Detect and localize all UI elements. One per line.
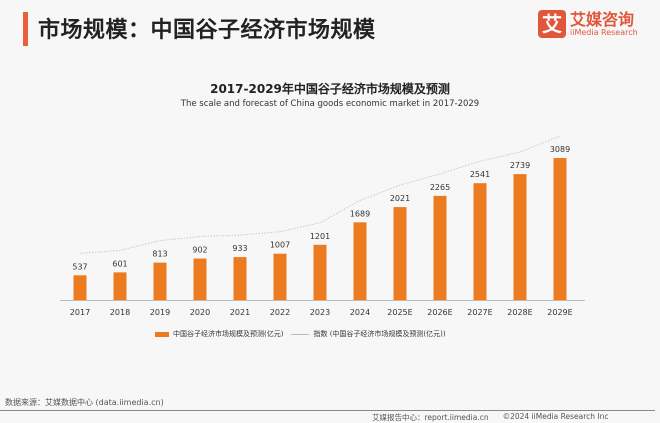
bar-2028E xyxy=(513,174,527,300)
data-label: 933 xyxy=(232,244,247,253)
title-accent-bar xyxy=(23,12,28,46)
bar-2021 xyxy=(233,257,247,300)
bar-2029E xyxy=(553,158,567,300)
x-tick-label: 2023 xyxy=(310,308,330,317)
bar-2025E xyxy=(393,207,407,300)
report-link[interactable]: 艾媒报告中心：report.iimedia.cn xyxy=(372,413,489,422)
x-tick-label: 2018 xyxy=(110,308,130,317)
data-label: 3089 xyxy=(550,145,570,154)
data-label: 2021 xyxy=(390,194,410,203)
footer-divider xyxy=(0,410,655,411)
x-tick-label: 2028E xyxy=(507,308,532,317)
x-tick-label: 2019 xyxy=(150,308,170,317)
data-label: 1689 xyxy=(350,209,370,218)
bar-2019 xyxy=(153,262,167,300)
bar-2017 xyxy=(73,275,87,300)
logo-icon: 艾 xyxy=(538,10,566,38)
data-label: 537 xyxy=(72,262,87,271)
x-tick-label: 2022 xyxy=(270,308,290,317)
x-tick-label: 2020 xyxy=(190,308,210,317)
chart-title: 2017-2029年中国谷子经济市场规模及预测 xyxy=(210,82,450,96)
x-tick-label: 2025E xyxy=(387,308,412,317)
x-tick-label: 2024 xyxy=(350,308,370,317)
data-label: 813 xyxy=(152,250,167,259)
chart-subtitle: The scale and forecast of China goods ec… xyxy=(180,99,480,109)
data-source: 数据来源：艾媒数据中心 (data.iimedia.cn) xyxy=(5,398,164,407)
data-label: 2541 xyxy=(470,170,490,179)
footer: 艾媒报告中心：report.iimedia.cn ©2024 iiMedia R… xyxy=(372,412,609,423)
bar-2018 xyxy=(113,272,127,300)
data-label: 902 xyxy=(192,246,207,255)
x-tick-label: 2021 xyxy=(230,308,250,317)
legend: 中国谷子经济市场规模及预测(亿元) 指数 (中国谷子经济市场规模及预测(亿元)) xyxy=(155,329,446,339)
legend-line-label: 指数 (中国谷子经济市场规模及预测(亿元)) xyxy=(313,330,446,338)
x-tick-label: 2017 xyxy=(70,308,90,317)
data-label: 1201 xyxy=(310,232,330,241)
x-tick-label: 2029E xyxy=(547,308,572,317)
x-tick-label: 2027E xyxy=(467,308,492,317)
data-label: 1007 xyxy=(270,241,290,250)
bar-2022 xyxy=(273,253,287,300)
page-title: 市场规模：中国谷子经济市场规模 xyxy=(38,18,376,43)
trend-line xyxy=(79,135,561,254)
logo: 艾 艾媒咨询 iiMedia Research xyxy=(538,10,638,38)
bar-2023 xyxy=(313,244,327,300)
bar-2024 xyxy=(353,222,367,300)
copyright: ©2024 iiMedia Research Inc xyxy=(502,412,609,421)
logo-en: iiMedia Research xyxy=(570,27,638,37)
legend-bar-swatch xyxy=(155,331,169,337)
legend-line-swatch xyxy=(291,333,310,335)
data-label: 2739 xyxy=(510,161,530,170)
legend-bar-label: 中国谷子经济市场规模及预测(亿元) xyxy=(173,330,284,338)
data-label: 601 xyxy=(112,259,127,268)
data-label: 2265 xyxy=(430,183,450,192)
x-tick-label: 2026E xyxy=(427,308,452,317)
bar-2026E xyxy=(433,195,447,300)
bar-2027E xyxy=(473,183,487,300)
logo-cn: 艾媒咨询 xyxy=(570,9,635,29)
bar-2020 xyxy=(193,258,207,300)
